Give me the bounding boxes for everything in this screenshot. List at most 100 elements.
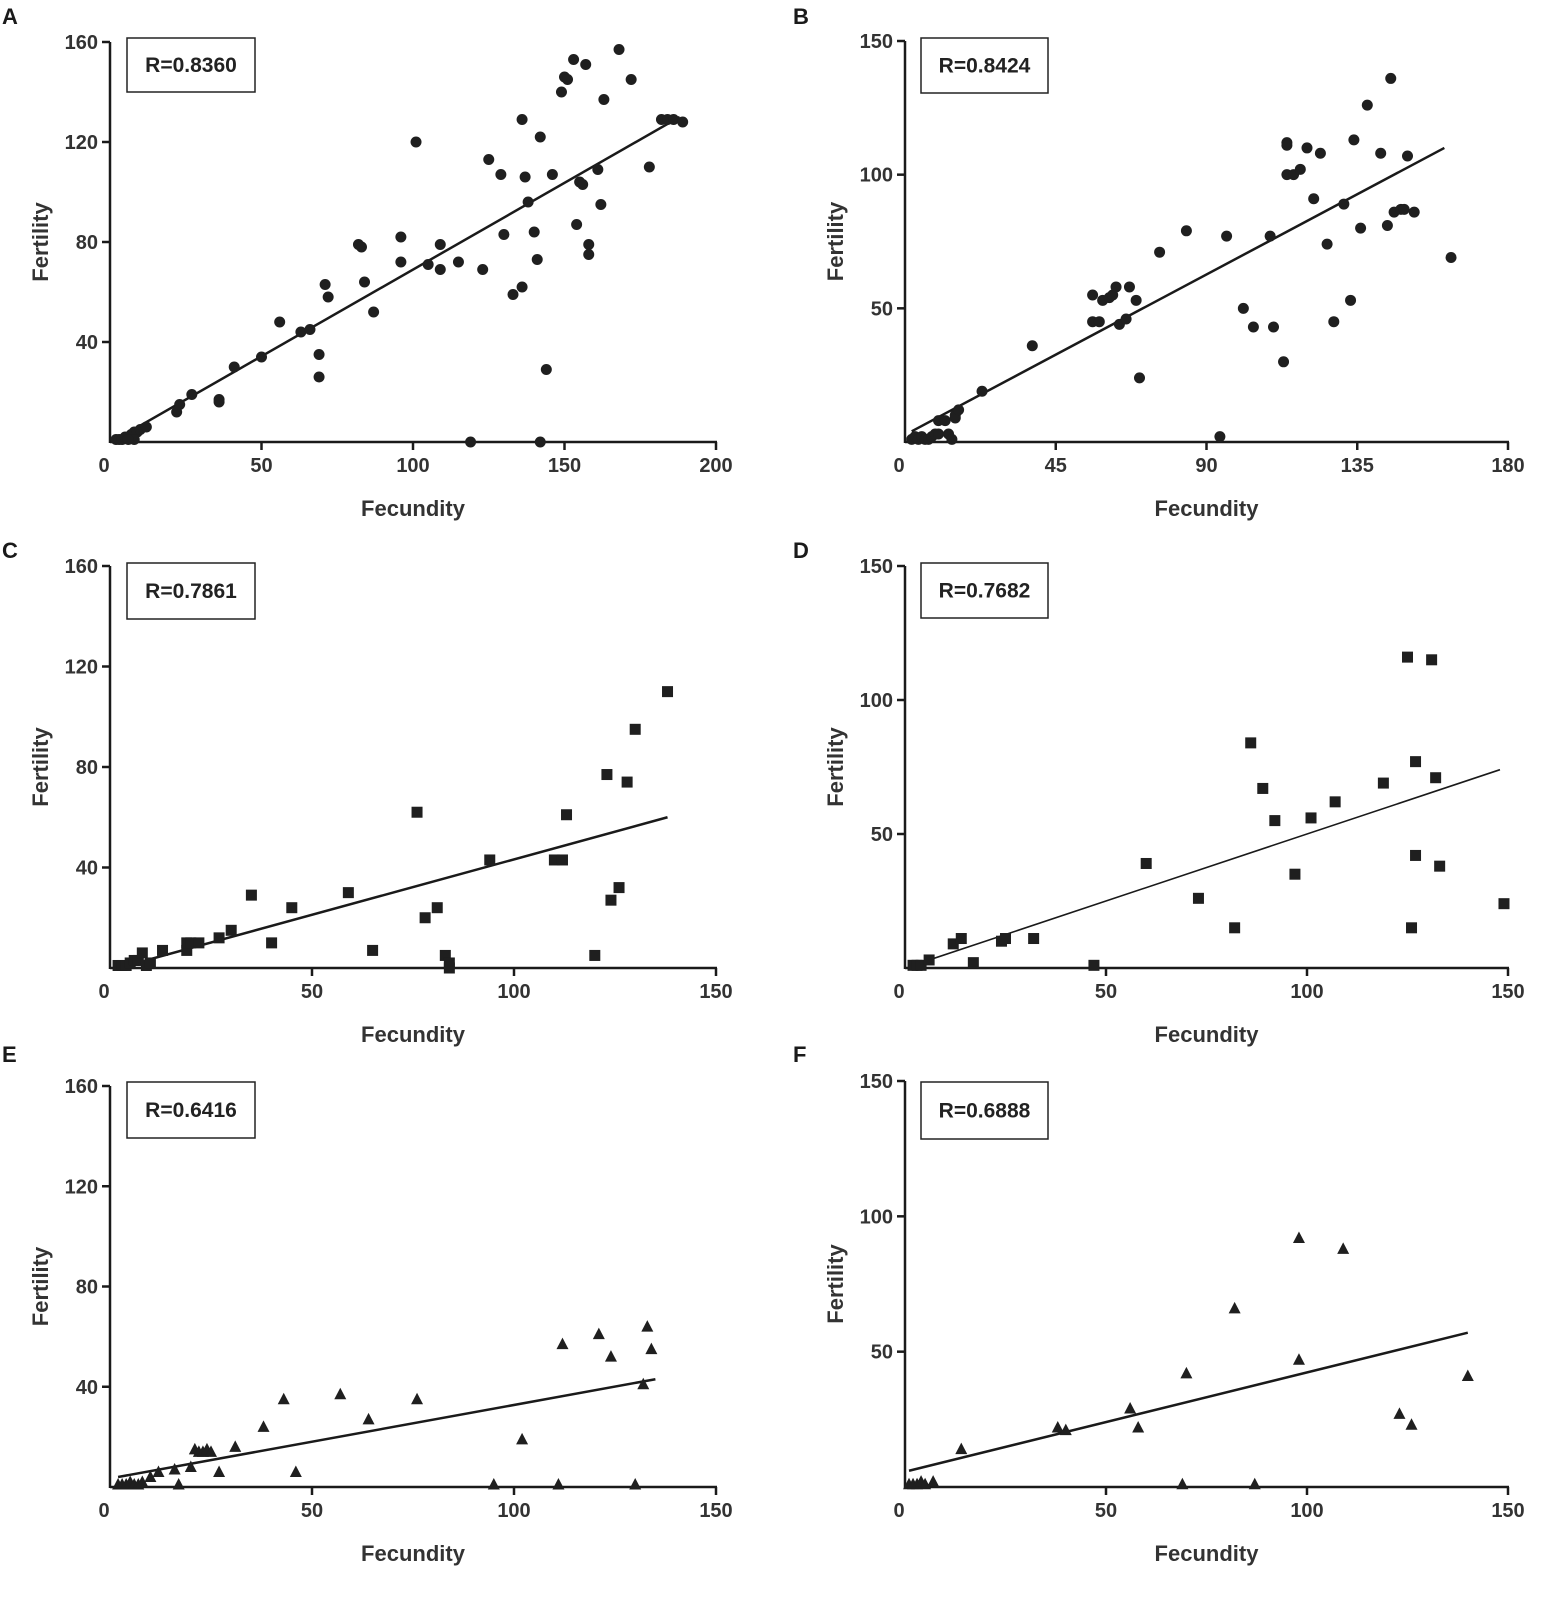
data-point bbox=[168, 1462, 181, 1475]
data-point bbox=[1381, 219, 1393, 231]
data-point bbox=[540, 364, 552, 375]
data-point bbox=[939, 415, 951, 427]
panel-letter: F bbox=[793, 1042, 806, 1067]
x-tick-label: 0 bbox=[893, 1500, 904, 1522]
data-point bbox=[1221, 230, 1233, 242]
data-point bbox=[601, 769, 613, 781]
y-axis-title: Fertility bbox=[28, 727, 53, 807]
y-tick-label: 100 bbox=[860, 690, 893, 712]
data-point bbox=[534, 131, 546, 143]
data-point bbox=[613, 882, 625, 894]
x-axis-title: Fecundity bbox=[1155, 496, 1260, 521]
data-point bbox=[955, 933, 967, 945]
x-tick-label: 200 bbox=[699, 455, 732, 477]
data-point bbox=[933, 428, 944, 440]
data-point bbox=[1026, 340, 1038, 352]
data-point bbox=[589, 949, 601, 961]
data-point bbox=[555, 86, 567, 98]
regression-line bbox=[115, 115, 681, 441]
data-point bbox=[1402, 651, 1413, 663]
data-point bbox=[522, 196, 534, 208]
r-value-box bbox=[920, 37, 1049, 94]
panel-letter: A bbox=[2, 4, 18, 29]
data-point bbox=[443, 962, 455, 974]
data-point bbox=[245, 889, 257, 901]
data-point bbox=[1308, 193, 1320, 205]
data-point bbox=[181, 944, 193, 956]
data-point bbox=[213, 1465, 226, 1477]
data-point bbox=[152, 1465, 165, 1477]
data-point bbox=[645, 1342, 658, 1355]
data-point bbox=[598, 94, 610, 105]
data-point bbox=[548, 854, 560, 866]
data-point bbox=[1461, 1369, 1474, 1382]
data-point bbox=[304, 324, 316, 335]
data-point bbox=[419, 912, 431, 924]
data-point bbox=[434, 239, 446, 250]
x-tick-label: 180 bbox=[1491, 455, 1524, 477]
r-value-label: R=0.6416 bbox=[145, 1099, 237, 1122]
data-point bbox=[1410, 756, 1422, 768]
panel-E: E 0 50 100 150 40 80 120 160 Fecundity Fertility R=… bbox=[2, 1042, 733, 1566]
data-point bbox=[193, 937, 205, 949]
data-point bbox=[313, 349, 325, 360]
data-point bbox=[1176, 1477, 1189, 1490]
data-point bbox=[395, 256, 407, 268]
data-point bbox=[625, 74, 637, 85]
data-point bbox=[1321, 238, 1333, 250]
data-point bbox=[552, 1477, 565, 1490]
r-value-box bbox=[126, 37, 256, 93]
data-point bbox=[1028, 933, 1040, 945]
x-tick-label: 100 bbox=[396, 455, 429, 477]
panel-B: B 0 45 90 135 180 50 100 150 Fecundity Fertility R=… bbox=[793, 4, 1525, 521]
x-tick-label: 45 bbox=[1045, 455, 1067, 477]
data-point bbox=[256, 351, 267, 363]
x-tick-label: 100 bbox=[497, 1500, 530, 1522]
data-point bbox=[1375, 147, 1387, 159]
data-point bbox=[144, 1470, 157, 1482]
x-tick-label: 150 bbox=[548, 455, 581, 477]
data-point bbox=[592, 1327, 605, 1340]
data-point bbox=[225, 924, 237, 936]
data-point bbox=[174, 399, 186, 410]
data-point bbox=[1192, 892, 1204, 904]
data-point bbox=[1406, 922, 1418, 934]
x-tick-label: 150 bbox=[1491, 1500, 1524, 1522]
data-point bbox=[629, 1477, 642, 1490]
data-point bbox=[1180, 225, 1192, 237]
data-point bbox=[1229, 922, 1241, 934]
x-tick-label: 50 bbox=[301, 1500, 323, 1522]
data-point bbox=[132, 954, 144, 966]
x-tick-label: 0 bbox=[98, 981, 109, 1003]
data-point bbox=[172, 1477, 185, 1490]
data-point bbox=[531, 254, 543, 265]
data-point bbox=[1051, 1420, 1064, 1433]
data-point bbox=[1329, 796, 1341, 808]
data-point bbox=[257, 1420, 270, 1432]
data-point bbox=[946, 433, 958, 445]
data-point bbox=[477, 264, 489, 275]
x-tick-label: 135 bbox=[1341, 455, 1374, 477]
data-point bbox=[1314, 147, 1326, 159]
y-axis-title: Fertility bbox=[28, 202, 53, 282]
data-point bbox=[395, 231, 407, 243]
data-point bbox=[592, 164, 604, 175]
x-tick-label: 0 bbox=[893, 455, 904, 477]
data-point bbox=[516, 114, 528, 125]
y-tick-label: 80 bbox=[76, 232, 98, 254]
data-point bbox=[516, 1432, 529, 1445]
data-point bbox=[1410, 849, 1422, 861]
data-point bbox=[213, 394, 225, 405]
data-point bbox=[266, 937, 278, 949]
data-point bbox=[1269, 815, 1281, 827]
x-tick-label: 100 bbox=[1290, 1500, 1323, 1522]
y-tick-label: 160 bbox=[65, 1076, 98, 1098]
data-point bbox=[157, 944, 169, 956]
data-point bbox=[1247, 321, 1259, 333]
data-point bbox=[568, 54, 580, 65]
data-point bbox=[1498, 898, 1510, 910]
x-tick-label: 150 bbox=[699, 1500, 732, 1522]
data-point bbox=[1088, 959, 1100, 971]
data-point bbox=[289, 1465, 302, 1477]
